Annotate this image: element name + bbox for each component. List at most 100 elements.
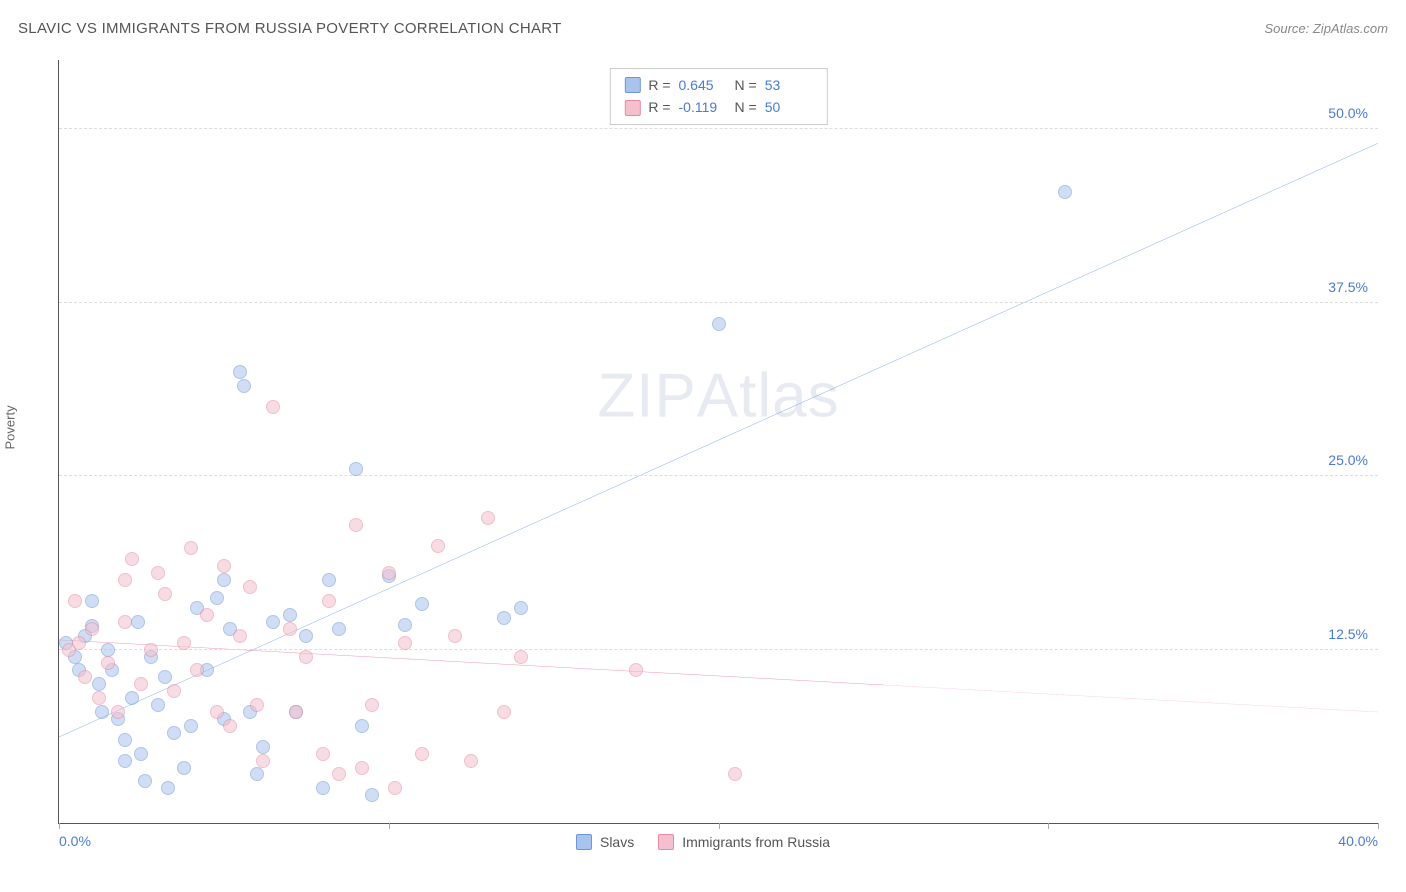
correlation-legend-row: R = 0.645 N = 53: [624, 74, 812, 96]
data-point: [237, 379, 251, 393]
data-point: [448, 629, 462, 643]
data-point: [283, 622, 297, 636]
data-point: [355, 761, 369, 775]
x-tick-mark: [59, 823, 60, 829]
chart-title: SLAVIC VS IMMIGRANTS FROM RUSSIA POVERTY…: [18, 20, 562, 37]
y-tick-label: 37.5%: [1328, 279, 1368, 295]
n-value-immigrants: 50: [765, 96, 813, 118]
y-tick-label: 12.5%: [1328, 626, 1368, 642]
y-tick-label: 50.0%: [1328, 105, 1368, 121]
data-point: [177, 761, 191, 775]
x-tick-label: 40.0%: [1338, 833, 1378, 849]
data-point: [388, 781, 402, 795]
data-point: [217, 559, 231, 573]
plot-area: ZIPAtlas R = 0.645 N = 53 R = -0.119 N =…: [58, 60, 1378, 824]
data-point: [200, 608, 214, 622]
x-tick-mark: [1048, 823, 1049, 829]
data-point: [316, 747, 330, 761]
data-point: [138, 774, 152, 788]
data-point: [125, 552, 139, 566]
data-point: [415, 597, 429, 611]
data-point: [712, 317, 726, 331]
legend-swatch-immigrants: [624, 100, 640, 116]
data-point: [398, 618, 412, 632]
data-point: [177, 636, 191, 650]
data-point: [101, 656, 115, 670]
data-point: [131, 615, 145, 629]
data-point: [233, 365, 247, 379]
data-point: [184, 541, 198, 555]
data-point: [223, 719, 237, 733]
data-point: [161, 781, 175, 795]
y-axis-label: Poverty: [3, 405, 18, 449]
data-point: [125, 691, 139, 705]
data-point: [151, 566, 165, 580]
data-point: [398, 636, 412, 650]
source-attribution: Source: ZipAtlas.com: [1264, 21, 1388, 36]
data-point: [184, 719, 198, 733]
x-tick-mark: [1378, 823, 1379, 829]
data-point: [118, 573, 132, 587]
gridline: [59, 649, 1378, 650]
data-point: [497, 611, 511, 625]
data-point: [85, 622, 99, 636]
data-point: [355, 719, 369, 733]
data-point: [332, 767, 346, 781]
data-point: [250, 767, 264, 781]
data-point: [92, 677, 106, 691]
data-point: [78, 670, 92, 684]
data-point: [629, 663, 643, 677]
y-tick-label: 25.0%: [1328, 452, 1368, 468]
x-tick-mark: [389, 823, 390, 829]
data-point: [299, 629, 313, 643]
data-point: [299, 650, 313, 664]
data-point: [431, 539, 445, 553]
data-point: [92, 691, 106, 705]
data-point: [256, 754, 270, 768]
data-point: [256, 740, 270, 754]
data-point: [210, 705, 224, 719]
data-point: [349, 462, 363, 476]
data-point: [365, 698, 379, 712]
data-point: [158, 587, 172, 601]
data-point: [514, 650, 528, 664]
data-point: [167, 684, 181, 698]
data-point: [250, 698, 264, 712]
data-point: [118, 754, 132, 768]
data-point: [283, 608, 297, 622]
data-point: [134, 747, 148, 761]
data-point: [1058, 185, 1072, 199]
gridline: [59, 302, 1378, 303]
data-point: [322, 573, 336, 587]
data-point: [266, 615, 280, 629]
data-point: [118, 615, 132, 629]
data-point: [95, 705, 109, 719]
data-point: [68, 594, 82, 608]
r-value-immigrants: -0.119: [679, 96, 727, 118]
data-point: [316, 781, 330, 795]
data-point: [322, 594, 336, 608]
data-point: [210, 591, 224, 605]
data-point: [190, 663, 204, 677]
data-point: [332, 622, 346, 636]
data-point: [167, 726, 181, 740]
x-tick-label: 0.0%: [59, 833, 91, 849]
legend-swatch-slavs: [576, 834, 592, 850]
gridline: [59, 128, 1378, 129]
series-legend: Slavs Immigrants from Russia: [576, 834, 830, 850]
x-tick-mark: [719, 823, 720, 829]
data-point: [151, 698, 165, 712]
legend-item-slavs: Slavs: [576, 834, 634, 850]
data-point: [118, 733, 132, 747]
data-point: [144, 643, 158, 657]
data-point: [728, 767, 742, 781]
data-point: [111, 705, 125, 719]
data-point: [233, 629, 247, 643]
data-point: [266, 400, 280, 414]
r-value-slavs: 0.645: [679, 74, 727, 96]
data-point: [85, 594, 99, 608]
data-point: [217, 573, 231, 587]
data-point: [101, 643, 115, 657]
data-point: [134, 677, 148, 691]
data-point: [158, 670, 172, 684]
